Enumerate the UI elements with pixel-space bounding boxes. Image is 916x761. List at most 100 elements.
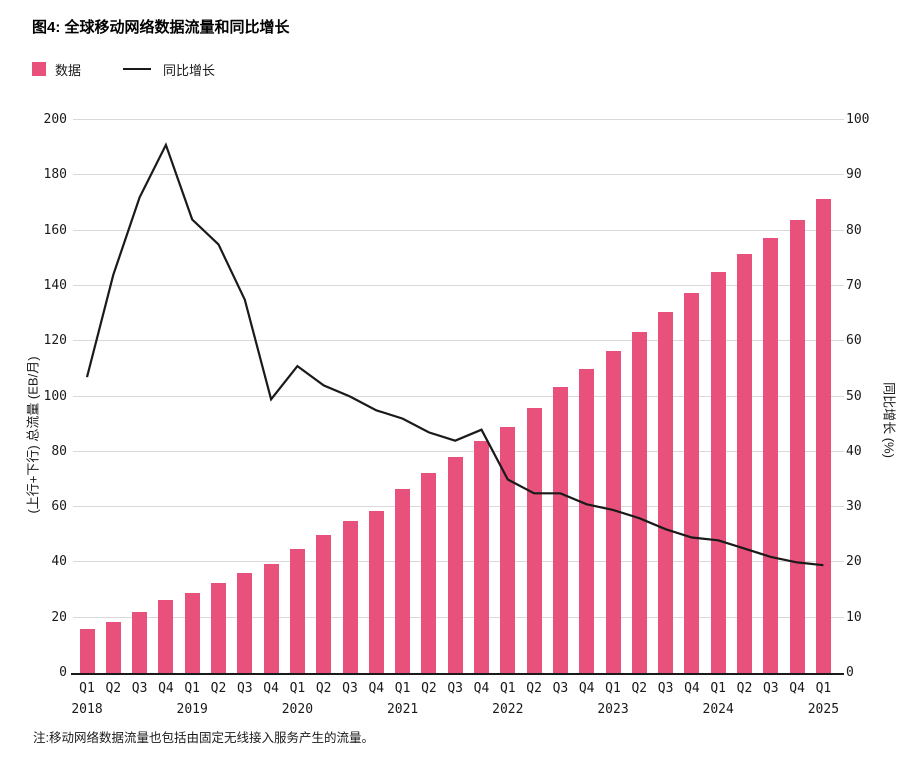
traffic-bar	[763, 237, 779, 673]
year-label: 2018	[71, 702, 103, 717]
plot-area	[71, 119, 844, 675]
year-label: 2025	[807, 702, 840, 717]
traffic-bar	[684, 292, 700, 673]
quarter-label: Q2	[105, 681, 122, 696]
right-tick-label: 0	[846, 665, 854, 680]
right-tick-label: 60	[846, 333, 862, 349]
gridline	[73, 395, 844, 397]
traffic-bar	[579, 368, 595, 673]
figure-title: 图4: 全球移动网络数据流量和同比增长	[32, 19, 290, 36]
gridline	[73, 450, 844, 452]
right-tick-label: 30	[846, 499, 862, 515]
left-tick-label: 40	[51, 554, 67, 570]
year-label: 2024	[702, 702, 734, 717]
quarter-label: Q2	[210, 681, 227, 696]
quarter-label: Q4	[368, 681, 385, 696]
left-tick-label: 200	[43, 112, 67, 127]
legend: 数据 同比增长	[32, 61, 216, 78]
right-tick-label: 50	[846, 388, 862, 404]
quarter-label: Q1	[289, 681, 306, 696]
traffic-bar	[368, 511, 384, 673]
traffic-bar	[447, 457, 463, 673]
growth-line-layer	[85, 142, 824, 567]
legend-label-traffic: 数据	[55, 62, 82, 78]
growth-series-line-swatch	[123, 68, 152, 70]
left-tick-label: 20	[51, 609, 67, 625]
footnote: 注:移动网络数据流量也包括由固定无线接入服务产生的流量。	[33, 731, 374, 745]
year-label: 2021	[386, 702, 419, 717]
traffic-bar	[421, 472, 437, 673]
growth-line	[85, 142, 824, 567]
right-axis-title: 同比增长 (%)	[881, 382, 897, 458]
traffic-bar	[815, 198, 831, 673]
left-axis-title: (上行+下行) 总流量 (EB/月)	[25, 356, 41, 514]
quarter-label: Q1	[499, 681, 516, 696]
quarter-label: Q4	[158, 681, 174, 696]
traffic-bar	[158, 599, 174, 673]
quarter-label: Q3	[552, 681, 569, 696]
year-label: 2023	[597, 702, 629, 717]
traffic-bar	[631, 331, 647, 673]
quarter-label: Q3	[447, 681, 464, 696]
left-tick-label: 180	[43, 167, 67, 183]
quarter-label: Q1	[394, 681, 411, 696]
quarter-label: Q1	[605, 681, 621, 696]
gridline	[73, 119, 844, 120]
traffic-bar	[105, 621, 121, 673]
left-tick-label: 100	[43, 388, 67, 404]
traffic-bar	[211, 583, 226, 673]
quarter-label: Q2	[421, 681, 437, 696]
quarter-label: Q3	[342, 681, 358, 696]
right-tick-label: 100	[846, 112, 870, 127]
traffic-bar	[710, 272, 726, 673]
quarter-label: Q2	[736, 681, 753, 696]
traffic-bar	[289, 548, 305, 673]
year-label: 2022	[492, 702, 524, 717]
right-tick-label: 70	[846, 277, 862, 293]
quarter-label: Q4	[578, 681, 595, 696]
traffic-bar	[500, 426, 516, 673]
left-tick-label: 80	[51, 443, 67, 459]
quarter-label: Q2	[526, 681, 542, 696]
x-axis-line	[71, 673, 844, 675]
traffic-bar	[789, 219, 805, 673]
quarter-label: Q4	[789, 681, 805, 696]
year-label: 2020	[281, 702, 314, 717]
left-tick-label: 160	[43, 222, 67, 238]
right-tick-label: 10	[846, 609, 862, 625]
quarter-label: Q1	[710, 681, 727, 696]
quarter-label: Q1	[79, 681, 95, 696]
traffic-bar	[395, 489, 411, 673]
quarter-label: Q4	[684, 681, 700, 696]
quarter-label: Q1	[815, 681, 832, 696]
traffic-series-swatch	[32, 62, 46, 76]
traffic-bar	[79, 628, 95, 673]
quarter-label: Q2	[631, 681, 648, 696]
traffic-bar	[474, 440, 489, 673]
right-tick-label: 20	[846, 554, 862, 570]
quarter-label: Q4	[473, 681, 490, 696]
left-tick-label: 140	[43, 277, 67, 293]
traffic-bar	[132, 612, 148, 673]
gridline	[73, 284, 844, 286]
traffic-bar	[526, 407, 542, 673]
quarter-label: Q3	[762, 681, 779, 696]
traffic-bar	[316, 534, 332, 673]
quarter-label: Q3	[236, 681, 253, 696]
legend-label-growth: 同比增长	[163, 62, 216, 78]
quarter-label: Q3	[657, 681, 674, 696]
quarter-label: Q2	[315, 681, 332, 696]
gridline	[73, 174, 844, 176]
traffic-bar	[605, 350, 621, 673]
left-tick-label: 0	[59, 665, 67, 680]
gridline	[73, 340, 844, 342]
right-tick-label: 40	[846, 443, 862, 459]
left-tick-label: 120	[43, 333, 67, 349]
right-tick-label: 80	[846, 222, 862, 238]
gridline	[73, 229, 844, 231]
left-tick-label: 60	[51, 499, 67, 515]
traffic-bar	[263, 563, 279, 673]
quarter-label: Q1	[184, 681, 201, 696]
traffic-bar	[184, 592, 200, 673]
